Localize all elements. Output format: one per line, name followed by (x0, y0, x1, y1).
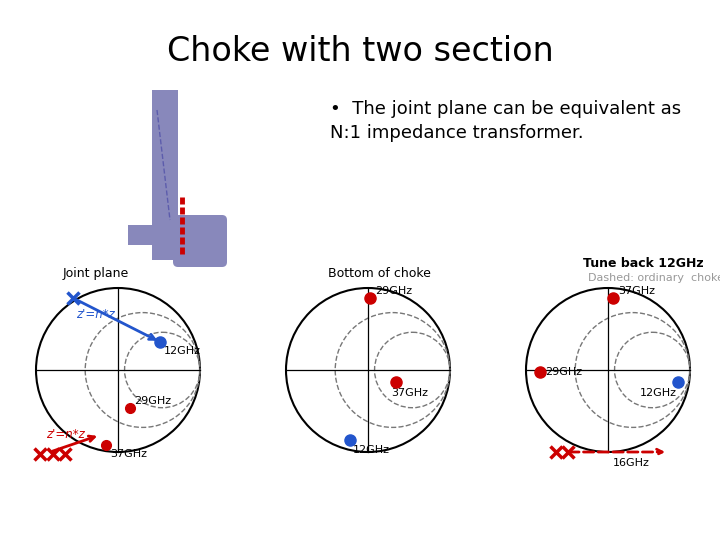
Bar (152, 90, 178, 245)
Text: z'=n*z: z'=n*z (46, 428, 85, 441)
Text: 37GHz: 37GHz (391, 388, 428, 398)
Text: Bottom of choke: Bottom of choke (328, 267, 431, 280)
Text: •  The joint plane can be equivalent as
N:1 impedance transformer.: • The joint plane can be equivalent as N… (330, 100, 681, 141)
Bar (128, 225, 208, 245)
Text: 12GHz: 12GHz (164, 346, 201, 356)
Text: Tune back 12GHz: Tune back 12GHz (583, 257, 703, 270)
Text: Dashed: ordinary  choke: Dashed: ordinary choke (588, 273, 720, 283)
Text: Choke with two section: Choke with two section (166, 35, 554, 68)
Text: 16GHz: 16GHz (613, 458, 650, 468)
Text: 29GHz: 29GHz (134, 396, 171, 406)
Text: z'=n*z: z'=n*z (76, 308, 114, 321)
Text: 12GHz: 12GHz (353, 445, 390, 455)
FancyBboxPatch shape (173, 215, 227, 267)
Text: 37GHz: 37GHz (618, 286, 655, 296)
Text: Joint plane: Joint plane (63, 267, 130, 280)
Text: 37GHz: 37GHz (110, 449, 147, 459)
Text: 29GHz: 29GHz (545, 367, 582, 377)
Text: 29GHz: 29GHz (375, 286, 412, 296)
Bar (152, 245, 178, 260)
Text: 12GHz: 12GHz (640, 388, 677, 398)
